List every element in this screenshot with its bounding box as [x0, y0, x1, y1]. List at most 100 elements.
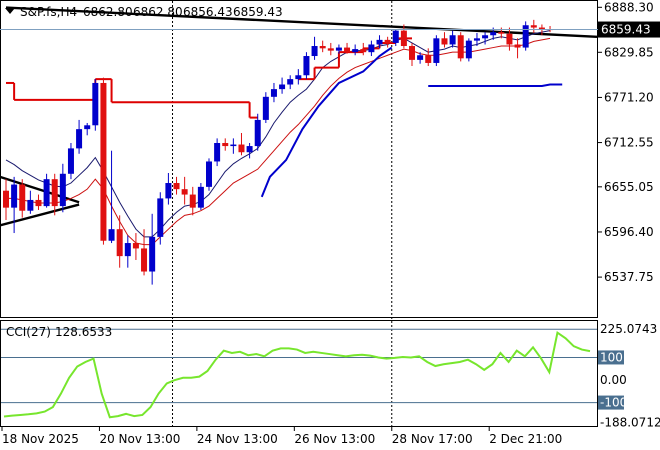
- candles: [3, 19, 554, 285]
- candle-body: [230, 144, 237, 147]
- candle-body: [376, 39, 383, 45]
- candle-body: [149, 236, 156, 272]
- cci-axis: 225.0743 100 0.00 -100 -188.0712: [598, 322, 660, 429]
- symbol-header: S&P.fs,H4 6862.80 6862.80 6856.43 6859.4…: [5, 5, 283, 19]
- dropdown-triangle-icon[interactable]: [5, 8, 15, 14]
- candle-body: [311, 46, 318, 57]
- candle-body: [132, 243, 139, 249]
- candle-body: [303, 56, 310, 76]
- cci-panel: [0, 320, 598, 427]
- ohlc-low: 6856.43: [183, 5, 233, 19]
- current-price-tag: [598, 21, 660, 38]
- candle-body: [11, 184, 18, 208]
- candle-body: [92, 82, 99, 126]
- candle-body: [197, 186, 204, 208]
- candle-body: [165, 183, 172, 199]
- ohlc-high: 6862.80: [133, 5, 183, 19]
- candle-body: [27, 199, 34, 211]
- cci-tick-label: 225.0743: [600, 322, 657, 336]
- trailing-support-line: [428, 83, 563, 88]
- candle-body: [100, 82, 107, 241]
- trailing-support-line: [260, 46, 393, 198]
- price-axis: 6888.30 6829.85 6771.20 6712.55 6655.05 6596.…: [597, 0, 660, 284]
- candle-body: [400, 30, 407, 47]
- candle-body: [392, 30, 399, 43]
- time-tick-label: 28 Nov 17:00: [392, 432, 473, 446]
- time-tick-label: 18 Nov 2025: [2, 432, 79, 446]
- candle-body: [449, 35, 456, 45]
- candle-body: [287, 79, 294, 85]
- cci-tick-label: 0.00: [600, 373, 627, 387]
- candle-body: [108, 229, 115, 241]
- price-tick-label: 6596.40: [604, 225, 654, 239]
- cci-level-tag: [598, 395, 624, 410]
- candle-body: [43, 179, 50, 207]
- candle-body: [67, 148, 74, 174]
- trendline: [0, 175, 80, 204]
- candle-body: [344, 47, 351, 53]
- price-tick-label: 6655.05: [604, 180, 654, 194]
- candle-body: [19, 184, 26, 211]
- cci-header: CCI(27) 128.6533: [6, 325, 112, 339]
- price-tick-label: 6888.30: [604, 0, 654, 14]
- candle-body: [59, 173, 66, 207]
- trendlines: [0, 6, 598, 227]
- price-panel: [0, 0, 598, 318]
- current-price-label: 6859.43: [601, 23, 651, 37]
- price-tick-label: 6829.85: [604, 45, 654, 59]
- time-tick-label: 26 Nov 13:00: [294, 432, 375, 446]
- candle-body: [441, 38, 448, 45]
- candle-body: [327, 48, 334, 51]
- ohlc-close: 6859.43: [233, 5, 283, 19]
- candle-body: [417, 55, 424, 60]
- candle-body: [360, 49, 367, 53]
- candle-body: [157, 198, 164, 237]
- time-tick-label: 20 Nov 13:00: [99, 432, 180, 446]
- cci-value: 128.6533: [55, 325, 112, 339]
- candle-body: [246, 146, 253, 153]
- candle-body: [84, 125, 91, 130]
- candle-body: [3, 190, 9, 208]
- candle-body: [530, 25, 537, 28]
- candle-body: [514, 44, 521, 48]
- symbol-name: S&P.fs,H4: [20, 5, 77, 19]
- price-tick-label: 6537.75: [604, 270, 654, 284]
- price-tick-label: 6771.20: [604, 90, 654, 104]
- cci-line: [3, 330, 591, 419]
- candle-body: [189, 194, 196, 208]
- candle-body: [222, 142, 229, 147]
- candle-body: [51, 179, 58, 207]
- candle-body: [352, 49, 359, 53]
- time-tick-label: 24 Nov 13:00: [197, 432, 278, 446]
- candle-body: [335, 47, 342, 51]
- candle-body: [124, 243, 131, 257]
- candle-body: [498, 32, 505, 34]
- candle-body: [473, 38, 480, 41]
- candle-body: [262, 96, 269, 120]
- trendline: [5, 6, 598, 38]
- trendline: [0, 203, 80, 227]
- candle-body: [295, 75, 302, 80]
- candle-body: [538, 27, 545, 30]
- time-axis: 18 Nov 2025 20 Nov 13:00 24 Nov 13:00 26 No…: [1, 427, 562, 446]
- candle-body: [181, 189, 188, 195]
- candle-body: [425, 55, 432, 63]
- cci-level-tag: [598, 350, 624, 365]
- price-tick-label: 6712.55: [604, 136, 654, 150]
- candle-body: [457, 35, 464, 59]
- ohlc-open: 6862.80: [83, 5, 133, 19]
- candle-body: [506, 33, 513, 45]
- candle-body: [433, 38, 440, 63]
- candle-body: [319, 46, 326, 49]
- time-tick-label: 2 Dec 21:00: [489, 432, 562, 446]
- candle-body: [116, 229, 123, 257]
- candle-body: [279, 84, 286, 90]
- candle-body: [522, 25, 529, 48]
- candle-body: [206, 161, 212, 187]
- candle-body: [238, 144, 245, 153]
- candle-body: [76, 129, 83, 149]
- cci-tick-label: -188.0712: [600, 415, 660, 429]
- candle-body: [173, 183, 180, 190]
- candle-body: [465, 40, 472, 59]
